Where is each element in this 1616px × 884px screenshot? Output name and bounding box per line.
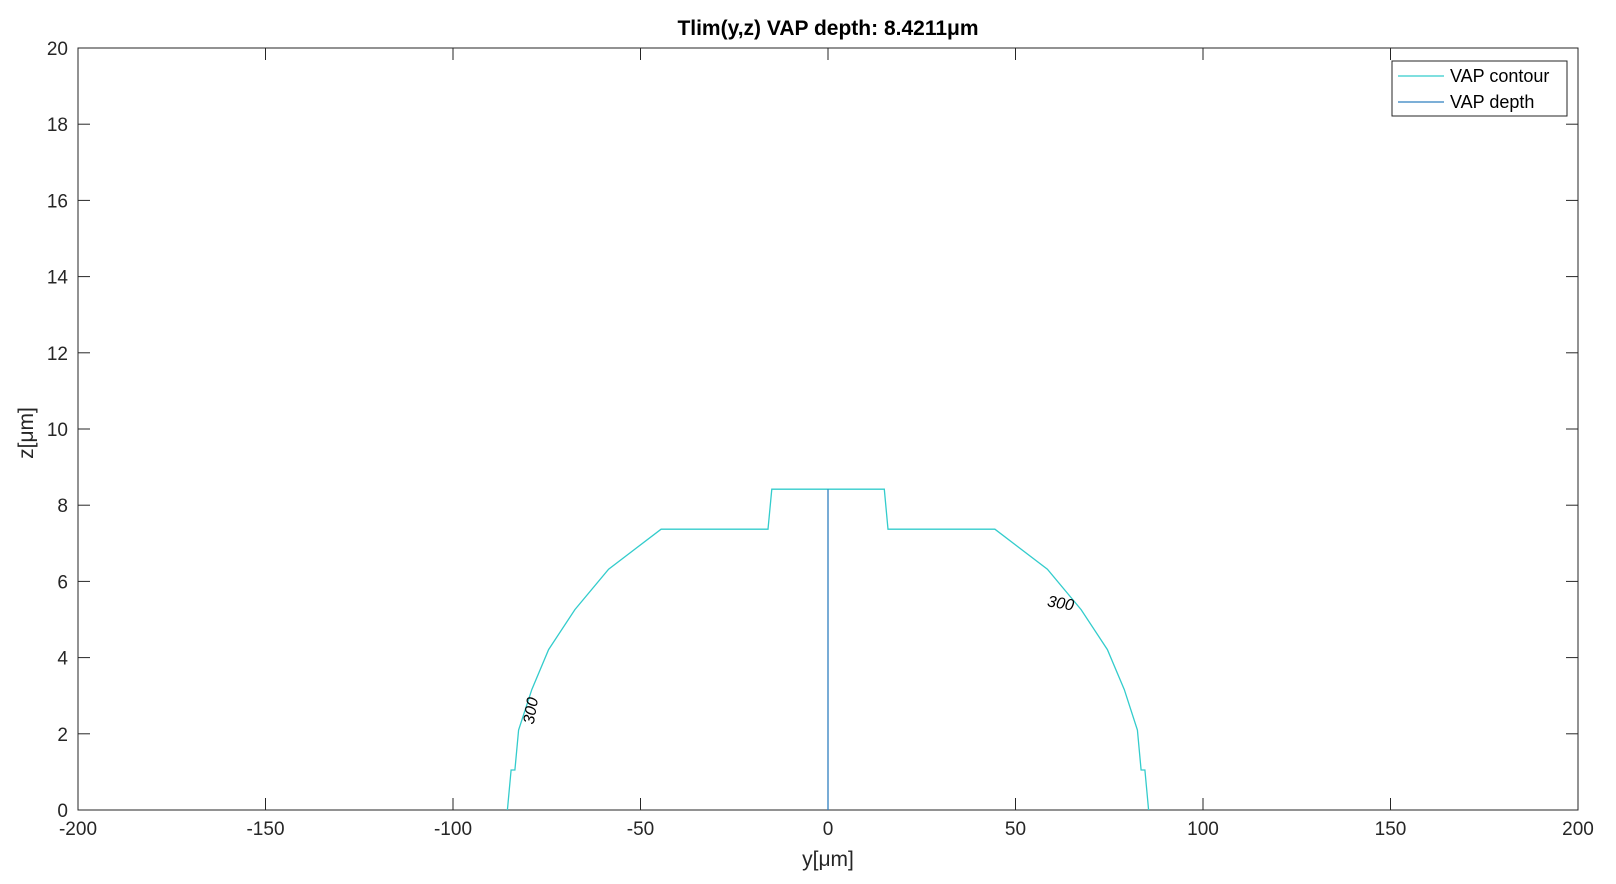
x-tick-label: -150 (246, 819, 284, 840)
x-tick-label: 100 (1187, 819, 1219, 840)
y-axis-label: z[μm] (15, 407, 38, 459)
y-tick-label: 10 (47, 420, 68, 441)
y-tick-label: 14 (47, 268, 69, 289)
contour-label: 300 (521, 696, 542, 725)
series-layer (506, 488, 1150, 811)
legend-label-vap-contour: VAP contour (1450, 66, 1549, 86)
y-axis: 0 2 4 6 8 10 12 14 16 18 20 (47, 39, 1578, 822)
plot-axes: -200 -150 -100 -50 0 50 100 150 200 0 2 4 6 8 10 12 14 1… (47, 39, 1594, 840)
y-tick-label: 8 (57, 496, 68, 517)
chart-title: Tlim(y,z) VAP depth: 8.4211μm (677, 17, 978, 40)
contour-labels: 300 300 (521, 593, 1075, 725)
y-tick-label: 0 (57, 801, 68, 822)
x-tick-label: -100 (434, 819, 472, 840)
legend-label-vap-depth: VAP depth (1450, 92, 1534, 112)
legend: VAP contour VAP depth (1391, 60, 1568, 117)
x-tick-label: 0 (823, 819, 834, 840)
y-tick-label: 12 (47, 344, 68, 365)
y-tick-label: 20 (47, 39, 68, 60)
y-tick-label: 2 (57, 725, 68, 746)
y-tick-label: 16 (47, 191, 68, 212)
x-tick-label: 50 (1005, 819, 1026, 840)
legend-box (1391, 60, 1568, 117)
x-tick-label: 150 (1375, 819, 1407, 840)
y-tick-label: 4 (57, 649, 68, 670)
y-tick-label: 18 (47, 115, 68, 136)
contour-label: 300 (1046, 593, 1075, 614)
x-tick-label: -50 (627, 819, 654, 840)
x-tick-label: 200 (1562, 819, 1594, 840)
y-tick-label: 6 (57, 572, 68, 593)
x-tick-label: -200 (59, 819, 97, 840)
x-axis-label: y[μm] (802, 848, 854, 871)
